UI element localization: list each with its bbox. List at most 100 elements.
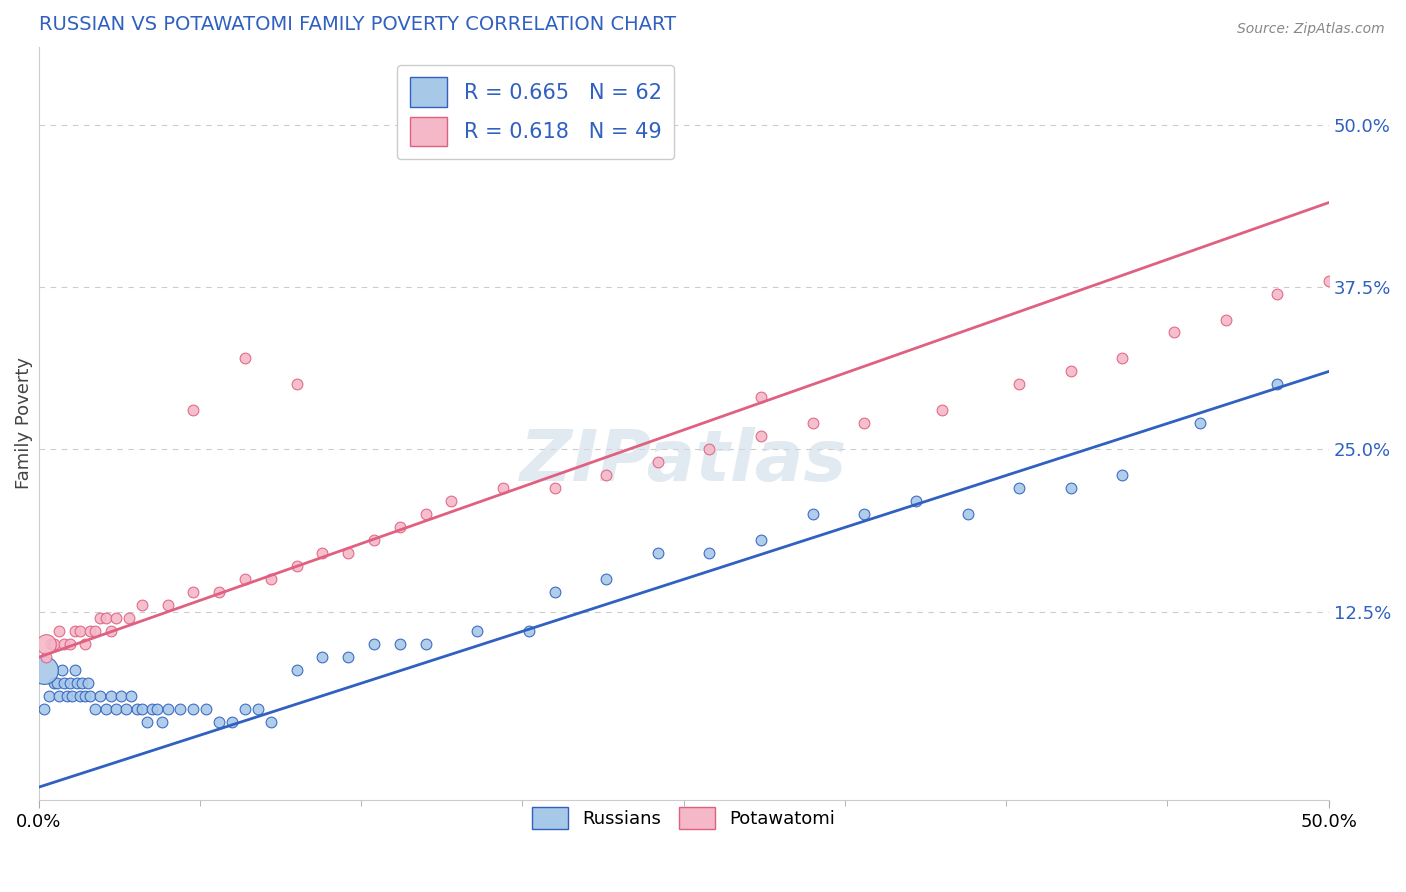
- Point: [183, 702, 205, 716]
- Point: [32, 702, 55, 716]
- Point: [699, 442, 721, 457]
- Point: [183, 403, 205, 417]
- Point: [208, 585, 231, 599]
- Point: [60, 690, 83, 704]
- Point: [647, 455, 669, 469]
- Point: [1163, 326, 1185, 340]
- Point: [699, 546, 721, 560]
- Point: [169, 702, 191, 716]
- Point: [89, 690, 111, 704]
- Point: [595, 468, 617, 483]
- Point: [94, 611, 117, 625]
- Point: [595, 572, 617, 586]
- Point: [104, 611, 127, 625]
- Point: [72, 676, 94, 690]
- Point: [76, 676, 98, 690]
- Point: [41, 637, 63, 651]
- Point: [543, 482, 565, 496]
- Point: [35, 637, 58, 651]
- Point: [100, 624, 122, 639]
- Point: [492, 482, 515, 496]
- Point: [89, 611, 111, 625]
- Point: [749, 533, 772, 548]
- Point: [904, 494, 927, 508]
- Point: [63, 663, 86, 677]
- Point: [84, 702, 107, 716]
- Text: ZIPatlas: ZIPatlas: [520, 426, 848, 496]
- Point: [440, 494, 463, 508]
- Point: [53, 637, 76, 651]
- Point: [35, 650, 58, 665]
- Point: [388, 637, 411, 651]
- Point: [285, 559, 308, 574]
- Point: [233, 351, 256, 366]
- Point: [118, 611, 141, 625]
- Point: [337, 650, 360, 665]
- Point: [195, 702, 218, 716]
- Point: [100, 690, 122, 704]
- Point: [183, 585, 205, 599]
- Point: [363, 533, 385, 548]
- Point: [48, 690, 70, 704]
- Point: [152, 715, 174, 730]
- Point: [32, 663, 55, 677]
- Point: [749, 429, 772, 443]
- Point: [131, 599, 153, 613]
- Point: [84, 624, 107, 639]
- Point: [69, 624, 91, 639]
- Point: [1008, 377, 1031, 392]
- Point: [69, 690, 91, 704]
- Point: [42, 676, 65, 690]
- Point: [1060, 482, 1083, 496]
- Point: [66, 676, 89, 690]
- Point: [853, 417, 876, 431]
- Point: [233, 702, 256, 716]
- Point: [415, 508, 437, 522]
- Point: [246, 702, 269, 716]
- Point: [120, 690, 142, 704]
- Point: [311, 546, 333, 560]
- Point: [1111, 351, 1133, 366]
- Point: [260, 715, 283, 730]
- Point: [221, 715, 243, 730]
- Point: [125, 702, 148, 716]
- Point: [1111, 468, 1133, 483]
- Point: [79, 624, 101, 639]
- Point: [156, 702, 179, 716]
- Point: [38, 690, 60, 704]
- Point: [1060, 364, 1083, 378]
- Point: [285, 377, 308, 392]
- Point: [94, 702, 117, 716]
- Point: [801, 417, 824, 431]
- Point: [48, 624, 70, 639]
- Point: [543, 585, 565, 599]
- Point: [63, 624, 86, 639]
- Point: [363, 637, 385, 651]
- Point: [58, 676, 80, 690]
- Text: RUSSIAN VS POTAWATOMI FAMILY POVERTY CORRELATION CHART: RUSSIAN VS POTAWATOMI FAMILY POVERTY COR…: [38, 15, 676, 34]
- Point: [136, 715, 159, 730]
- Point: [465, 624, 488, 639]
- Point: [1188, 417, 1211, 431]
- Point: [45, 676, 67, 690]
- Point: [146, 702, 169, 716]
- Point: [141, 702, 163, 716]
- Point: [1008, 482, 1031, 496]
- Point: [79, 690, 101, 704]
- Point: [233, 572, 256, 586]
- Point: [931, 403, 953, 417]
- Point: [51, 663, 73, 677]
- Point: [1317, 273, 1340, 287]
- Point: [415, 637, 437, 651]
- Point: [1265, 286, 1288, 301]
- Legend: Russians, Potawatomi: Russians, Potawatomi: [524, 800, 842, 837]
- Point: [53, 676, 76, 690]
- Point: [749, 391, 772, 405]
- Point: [517, 624, 540, 639]
- Point: [56, 690, 79, 704]
- Point: [110, 690, 132, 704]
- Point: [1215, 312, 1237, 326]
- Text: Source: ZipAtlas.com: Source: ZipAtlas.com: [1237, 22, 1385, 37]
- Point: [42, 637, 65, 651]
- Point: [647, 546, 669, 560]
